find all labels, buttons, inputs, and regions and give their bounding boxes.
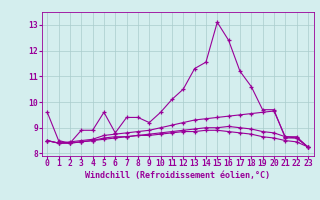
X-axis label: Windchill (Refroidissement éolien,°C): Windchill (Refroidissement éolien,°C) bbox=[85, 171, 270, 180]
